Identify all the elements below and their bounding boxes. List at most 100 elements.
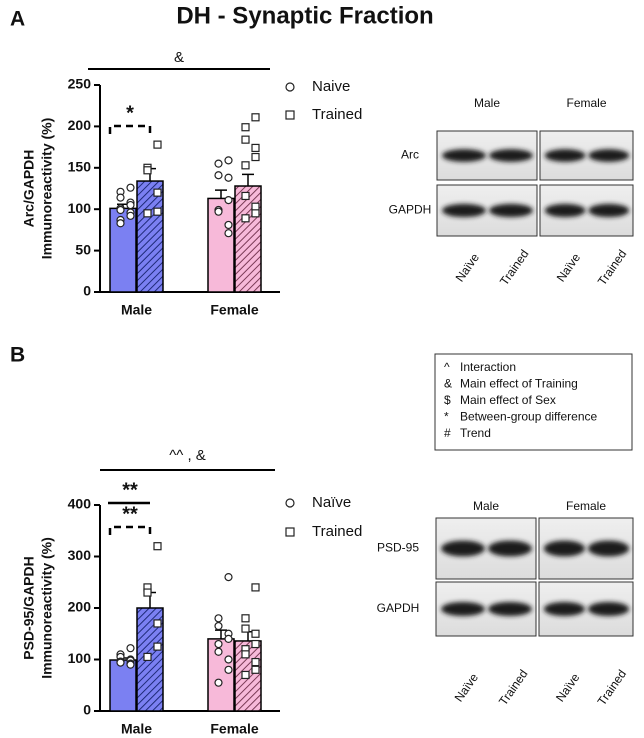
legend-marker [285, 498, 295, 508]
blot-band [488, 601, 532, 617]
data-point [241, 214, 250, 223]
key-symbol: ^ [444, 360, 450, 374]
key-symbol: & [444, 377, 452, 391]
error-bar [215, 189, 227, 199]
key-text: Between-group difference [460, 410, 598, 424]
significance-bracket [108, 525, 152, 535]
data-point [214, 621, 223, 631]
blot-band [543, 601, 586, 617]
legend-label: Naïve [312, 494, 351, 511]
data-point [116, 219, 125, 228]
data-point [126, 644, 135, 653]
key-text: Trend [460, 426, 491, 440]
data-point [153, 619, 162, 628]
data-point [153, 642, 162, 651]
data-point [116, 193, 125, 202]
data-point [143, 588, 152, 597]
data-point [241, 670, 250, 680]
blot-column-label: Male [473, 499, 499, 513]
data-point [241, 123, 250, 132]
blot-row-label: GAPDH [377, 601, 420, 615]
panel-letter: A [10, 8, 25, 31]
key-text: Main effect of Sex [460, 393, 556, 407]
data-point [116, 205, 125, 215]
blot-band [442, 203, 486, 218]
significance-bracket [108, 124, 152, 134]
data-point [143, 652, 152, 662]
data-point [214, 639, 223, 649]
data-point [143, 166, 152, 175]
data-point [251, 583, 260, 592]
data-point [126, 211, 135, 220]
panel-letter: B [10, 344, 25, 367]
data-point [251, 665, 260, 674]
y-tick-label: 0 [83, 283, 91, 299]
data-point [153, 188, 162, 197]
legend-marker [285, 110, 295, 120]
data-point [214, 614, 223, 623]
blot-column-label: Female [566, 96, 606, 110]
data-point [224, 195, 233, 205]
x-tick-label: Male [121, 302, 152, 318]
key-symbol: # [444, 426, 451, 440]
data-point [241, 624, 250, 633]
y-tick-label: 150 [68, 159, 92, 175]
blot-band [588, 203, 630, 218]
blot-band [588, 149, 630, 162]
data-point [143, 209, 152, 218]
data-point [224, 572, 233, 582]
data-point [251, 143, 260, 153]
data-point [251, 113, 260, 122]
blot-lane-label: Naïve [453, 250, 483, 284]
blot-row-label: Arc [401, 148, 419, 162]
data-point [241, 135, 250, 144]
data-point [153, 542, 162, 551]
blot-band [587, 540, 630, 557]
data-point [251, 639, 260, 649]
y-axis-label: Immunoreactivity (%) [39, 537, 55, 679]
data-point [251, 209, 260, 218]
y-tick-label: 300 [68, 547, 92, 563]
data-point [251, 202, 260, 211]
significance-label: & [174, 49, 184, 66]
blot-lane-label: Trained [595, 667, 630, 708]
key-symbol: $ [444, 393, 451, 407]
blot-lane-label: Naïve [452, 670, 482, 704]
legend-label: Trained [312, 106, 362, 123]
blot-column-label: Male [474, 96, 500, 110]
blot-band [441, 601, 485, 617]
x-tick-label: Female [210, 302, 258, 318]
blot-band [489, 203, 533, 218]
bar [234, 185, 262, 293]
data-point [224, 634, 233, 644]
data-point [251, 657, 260, 667]
y-tick-label: 100 [68, 200, 92, 216]
data-point [153, 207, 162, 216]
data-point [214, 159, 223, 168]
blot-band [442, 149, 486, 162]
y-tick-label: 400 [68, 496, 92, 512]
y-tick-label: 0 [83, 702, 91, 718]
blot-band [544, 149, 586, 162]
data-point [224, 220, 233, 230]
blot-lane-label: Trained [497, 247, 532, 288]
blot-row-label: GAPDH [389, 203, 432, 217]
key-box [434, 353, 633, 451]
data-point [214, 171, 223, 180]
significance-label: * [126, 102, 134, 124]
data-point [224, 229, 233, 238]
data-point [224, 173, 233, 182]
x-tick-label: Female [210, 721, 258, 737]
error-bar [242, 173, 254, 187]
figure-title: DH - Synaptic Fraction [176, 2, 433, 29]
bar [136, 180, 164, 293]
blot-column-label: Female [566, 499, 606, 513]
legend-marker [285, 527, 295, 537]
blot-band [489, 149, 533, 162]
data-point [224, 665, 233, 674]
x-tick-label: Male [121, 721, 152, 737]
blot-lane-label: Trained [496, 667, 531, 708]
y-axis-label: PSD-95/GAPDH [21, 556, 37, 659]
data-point [126, 200, 135, 210]
